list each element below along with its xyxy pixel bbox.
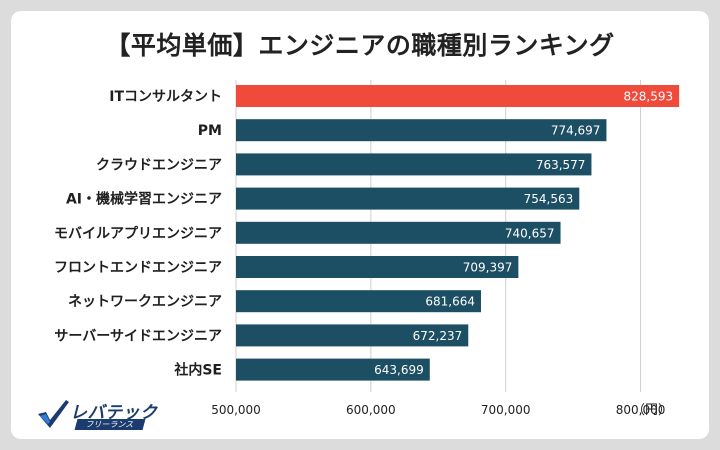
value-label: 740,657 bbox=[505, 226, 555, 240]
x-tick-label: 600,000 bbox=[346, 403, 396, 417]
bar bbox=[236, 221, 561, 244]
category-label: クラウドエンジニア bbox=[96, 157, 222, 173]
x-tick-label: 500,000 bbox=[211, 403, 261, 417]
logo-wordmark: レバテック bbox=[70, 403, 158, 423]
x-tick-label: 700,000 bbox=[481, 403, 531, 417]
category-label: フロントエンドエンジニア bbox=[54, 260, 222, 276]
value-label: 709,397 bbox=[463, 261, 513, 275]
checkmark-logo-icon bbox=[38, 400, 69, 428]
logo-subtitle: フリーランス bbox=[74, 419, 146, 430]
bar bbox=[236, 324, 469, 347]
unit-label: （円） bbox=[632, 403, 671, 418]
chart-title: 【平均単価】エンジニアの職種別ランキング bbox=[105, 31, 615, 60]
value-label: 828,593 bbox=[624, 90, 674, 104]
bar bbox=[236, 187, 580, 210]
category-label: サーバーサイドエンジニア bbox=[54, 328, 222, 344]
value-label: 754,563 bbox=[524, 192, 574, 206]
category-label: モバイルアプリエンジニア bbox=[54, 226, 222, 242]
category-label: PM bbox=[198, 123, 222, 139]
bar bbox=[236, 119, 607, 142]
category-label: ITコンサルタント bbox=[109, 89, 222, 105]
category-label: 社内SE bbox=[173, 362, 222, 379]
bar bbox=[236, 85, 680, 107]
value-label: 643,699 bbox=[374, 363, 424, 377]
bar bbox=[236, 153, 592, 176]
category-label: AI・機械学習エンジニア bbox=[66, 191, 222, 208]
bar bbox=[236, 358, 430, 381]
levtech-logo: レバテック フリーランス bbox=[36, 398, 166, 432]
bar bbox=[236, 290, 481, 313]
bar bbox=[236, 256, 519, 278]
value-label: 672,237 bbox=[413, 329, 463, 343]
x-tick-label: 800,000 bbox=[616, 403, 666, 417]
value-label: 774,697 bbox=[551, 124, 601, 138]
category-label: ネットワークエンジニア bbox=[68, 294, 222, 310]
value-label: 763,577 bbox=[536, 158, 586, 172]
value-label: 681,664 bbox=[425, 295, 475, 309]
